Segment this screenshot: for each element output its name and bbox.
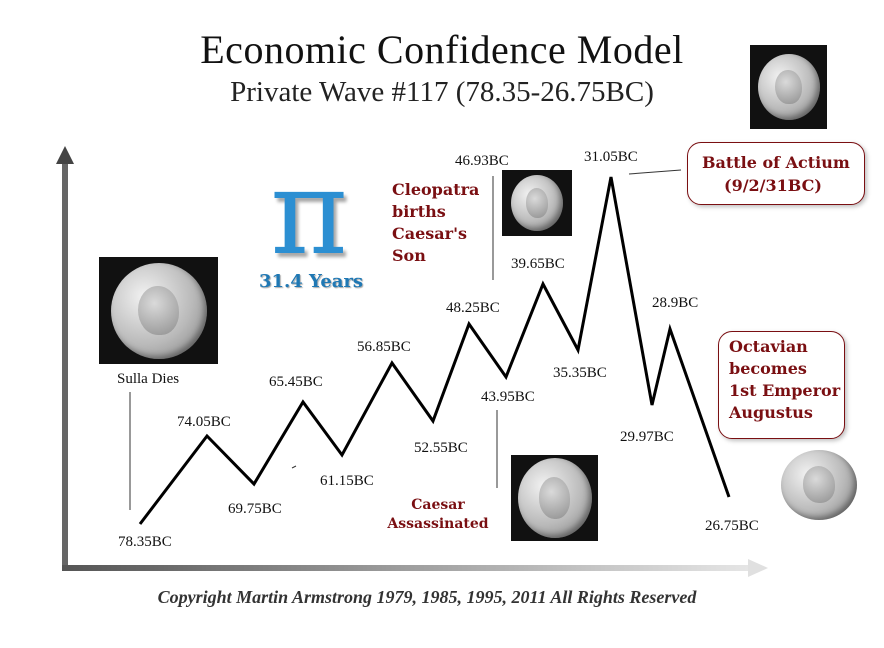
cleopatra-line: Son <box>392 246 426 265</box>
wave-point-label: 48.25BC <box>446 300 500 316</box>
wave-point-label: 56.85BC <box>357 339 411 355</box>
emperor-coin-image <box>750 45 827 129</box>
wave-line <box>138 176 731 525</box>
caesar-coin-image <box>511 455 598 541</box>
octavian-line: Octavian <box>729 337 808 356</box>
wave-point-label: 52.55BC <box>414 440 468 456</box>
wave-point-label: 26.75BC <box>705 518 759 534</box>
event-tick <box>628 169 682 175</box>
x-axis <box>62 559 768 577</box>
cleopatra-line: births <box>392 202 446 221</box>
chart-subtitle: Private Wave #117 (78.35-26.75BC) <box>230 76 654 108</box>
copyright-notice: Copyright Martin Armstrong 1979, 1985, 1… <box>157 587 697 607</box>
wave-point-label: 29.97BC <box>620 429 674 445</box>
chart-title: Economic Confidence Model <box>200 27 684 72</box>
sulla-dies-label: Sulla Dies <box>117 371 180 387</box>
wave-point-label: 78.35BC <box>118 534 172 550</box>
pi-icon: π <box>270 143 348 281</box>
wave-point-label: 65.45BC <box>269 374 323 390</box>
octavian-line: Augustus <box>729 403 813 422</box>
wave-point-label: 61.15BC <box>320 473 374 489</box>
cleopatra-event: Cleopatra births Caesar's Son <box>392 179 479 267</box>
wave-point-label: 28.9BC <box>652 295 698 311</box>
wave-labels: 78.35BC 74.05BC 69.75BC 65.45BC 61.15BC 56.85… <box>118 149 759 550</box>
pi-years-label: 31.4 Years <box>258 271 364 292</box>
caesar-line: Assassinated <box>387 516 489 532</box>
actium-event-box: Battle of Actium (9/2/31BC) <box>687 142 865 205</box>
cleopatra-line: Caesar's <box>392 224 467 243</box>
cleopatra-coin-image <box>502 170 572 236</box>
octavian-line: becomes <box>729 359 807 378</box>
sulla-coin-image <box>99 257 218 364</box>
caesar-event: Caesar Assassinated <box>386 496 490 534</box>
wave-point-label: 74.05BC <box>177 414 231 430</box>
augustus-coin-image <box>778 446 860 523</box>
wave-point-label: 35.35BC <box>553 365 607 381</box>
wave-point-label: 69.75BC <box>228 501 282 517</box>
octavian-event-box: Octavian becomes 1st Emperor Augustus <box>718 331 845 439</box>
y-axis <box>56 146 74 570</box>
actium-line: (9/2/31BC) <box>724 176 822 195</box>
event-tick <box>291 465 297 469</box>
cleopatra-line: Cleopatra <box>392 180 480 199</box>
wave-point-label: 39.65BC <box>511 256 565 272</box>
event-tick-lines <box>129 169 682 510</box>
wave-point-label: 43.95BC <box>481 389 535 405</box>
wave-point-label: 31.05BC <box>584 149 638 165</box>
actium-line: Battle of Actium <box>702 153 850 172</box>
octavian-line: 1st Emperor <box>729 381 841 400</box>
caesar-line: Caesar <box>411 497 465 513</box>
annotation-label: 46.93BC <box>455 153 509 169</box>
